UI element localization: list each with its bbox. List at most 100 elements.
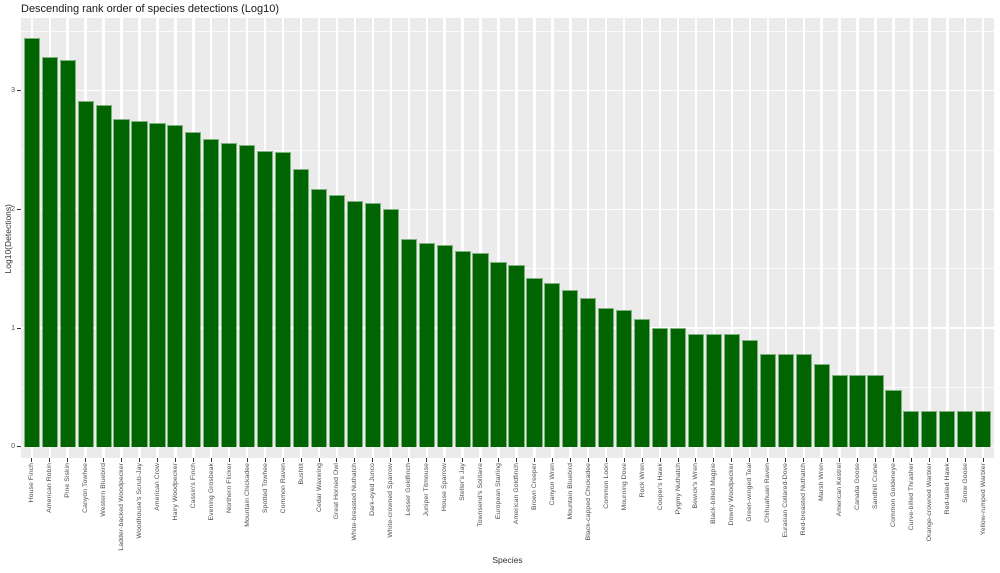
x-tick-mark — [318, 458, 320, 462]
x-tick-label: Steller's Jay — [459, 463, 467, 501]
x-tick-mark — [533, 458, 535, 462]
x-tick-label: Sandhill Crane — [872, 463, 880, 509]
x-tick-mark — [749, 458, 751, 462]
x-tick-label: Evening Grosbeak — [207, 463, 215, 521]
x-tick-mark — [174, 458, 176, 462]
gridline-vertical — [569, 18, 572, 458]
bar — [95, 104, 112, 447]
x-axis-title: Species — [492, 555, 523, 565]
x-tick-mark — [390, 458, 392, 462]
gridline-vertical — [587, 18, 590, 458]
y-tick-label: 1 — [11, 324, 15, 332]
gridline-vertical — [461, 18, 464, 458]
x-tick-mark — [605, 458, 607, 462]
x-tick-mark — [103, 458, 105, 462]
x-tick-label: Snow Goose — [961, 463, 969, 503]
x-tick-label: Canyon Towhee — [82, 463, 90, 513]
bar — [239, 145, 256, 447]
x-tick-mark — [677, 458, 679, 462]
gridline-vertical — [838, 18, 841, 458]
x-tick-mark — [785, 458, 787, 462]
x-tick-mark — [192, 458, 194, 462]
x-tick-mark — [246, 458, 248, 462]
x-tick-mark — [875, 458, 877, 462]
bar — [723, 333, 740, 447]
bar — [292, 168, 310, 447]
x-tick-mark — [156, 458, 158, 462]
x-tick-label: Townsend's Solitaire — [477, 463, 485, 527]
x-tick-mark — [300, 458, 302, 462]
gridline-vertical — [676, 18, 680, 458]
gridline-vertical — [856, 18, 859, 458]
x-tick-mark — [946, 458, 948, 462]
x-tick-mark — [498, 458, 500, 462]
gridline-vertical — [425, 18, 428, 458]
x-tick-label: White-crowned Sparrow — [387, 463, 395, 538]
gridline-vertical — [443, 18, 446, 458]
x-tick-label: Common Goldeneye — [889, 463, 897, 527]
x-tick-mark — [408, 458, 410, 462]
y-axis-title: Log10(Detections) — [3, 203, 13, 273]
x-tick-mark — [372, 458, 374, 462]
x-tick-label: Common Raven — [279, 463, 287, 514]
bar — [562, 290, 579, 447]
x-tick-label: American Crow — [153, 463, 161, 511]
bar — [508, 265, 525, 447]
x-tick-label: Great Horned Owl — [333, 463, 341, 520]
gridline-vertical — [407, 18, 410, 458]
y-tick-label: 3 — [11, 87, 15, 95]
gridline-vertical — [964, 18, 967, 458]
bar — [921, 411, 938, 447]
x-tick-mark — [857, 458, 859, 462]
x-tick-mark — [821, 458, 823, 462]
x-tick-label: Cedar Waxwing — [315, 463, 323, 513]
gridline-vertical — [892, 18, 895, 458]
x-tick-label: Mourning Dove — [620, 463, 628, 511]
gridline-vertical — [802, 18, 805, 458]
x-tick-mark — [264, 458, 266, 462]
bar — [23, 38, 40, 447]
x-tick-mark — [587, 458, 589, 462]
bar — [400, 238, 417, 447]
x-tick-mark — [839, 458, 841, 462]
x-tick-mark — [964, 458, 966, 462]
x-tick-mark — [31, 458, 33, 462]
x-tick-label: Yellow-rumped Warbler — [979, 463, 987, 536]
x-tick-label: Red-tailed Hawk — [943, 463, 951, 515]
x-tick-mark — [551, 458, 553, 462]
gridline-minor — [21, 149, 994, 151]
x-tick-mark — [641, 458, 643, 462]
x-tick-label: Orange-crowned Warbler — [925, 463, 933, 542]
x-tick-mark — [569, 458, 571, 462]
x-tick-label: Woodhouse's Scrub-Jay — [135, 463, 143, 539]
x-tick-label: Common Loon — [602, 463, 610, 509]
gridline-major — [21, 89, 994, 92]
gridline-vertical — [766, 18, 769, 458]
gridline-vertical — [748, 18, 752, 458]
bar — [705, 333, 723, 447]
x-tick-mark — [892, 458, 894, 462]
bar — [813, 363, 830, 447]
bar — [759, 354, 776, 447]
gridline-vertical — [874, 18, 877, 458]
bar — [598, 307, 615, 447]
bar — [490, 261, 507, 447]
y-tick-mark — [17, 208, 21, 210]
bar — [436, 244, 453, 447]
x-tick-label: Western Bluebird — [100, 463, 108, 517]
x-tick-label: Eurasian Collared-Dove — [782, 463, 790, 538]
x-tick-label: Chihuahuan Raven — [764, 463, 772, 523]
gridline-vertical — [946, 18, 949, 458]
bar — [41, 57, 58, 447]
x-tick-label: Ladder-backed Woodpecker — [118, 463, 126, 551]
y-tick-mark — [17, 90, 21, 92]
gridline-vertical — [479, 18, 482, 458]
x-tick-label: Lesser Goldfinch — [405, 463, 413, 516]
gridline-vertical — [784, 18, 787, 458]
bar — [885, 389, 902, 447]
gridline-vertical — [820, 18, 823, 458]
bar — [903, 411, 920, 447]
x-tick-mark — [515, 458, 517, 462]
x-tick-label: Curve-billed Thrasher — [907, 463, 915, 531]
